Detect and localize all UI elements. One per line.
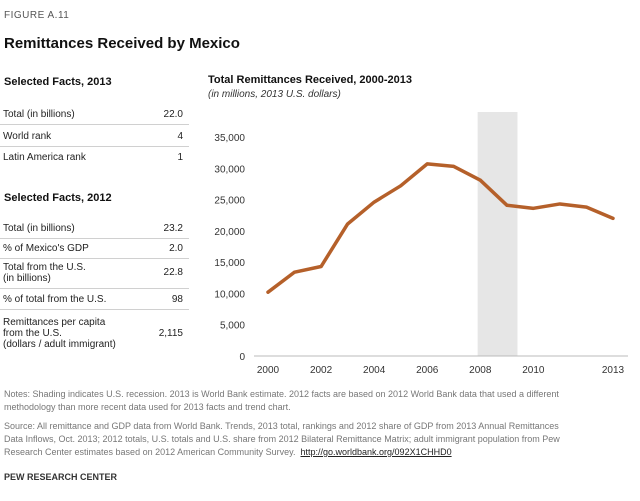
fact-value: 23.2 [163,223,183,234]
source-line: Research Center estimates based on 2012 … [4,446,636,459]
fact-row: World rank 4 [0,124,189,147]
x-tick-label: 2013 [602,365,625,376]
x-tick-label: 2004 [363,365,386,376]
fact-value: 4 [177,131,183,142]
figure-label: FIGURE A.11 [4,10,70,21]
data-point [399,184,403,188]
fact-label: % of Mexico's GDP [3,243,89,254]
fact-label: Total (in billions) [3,109,75,120]
data-point [346,222,350,226]
data-point [584,205,588,209]
fact-label-line: from the U.S. [3,328,62,339]
fact-label-line: (in billions) [3,273,51,284]
facts-2012-heading: Selected Facts, 2012 [4,192,112,204]
data-point [425,162,429,166]
facts-2013-heading: Selected Facts, 2013 [4,76,112,88]
fact-row: % of Mexico's GDP 2.0 [0,238,189,259]
fact-row: Total (in billions) 23.2 [0,214,189,239]
chart-title: Total Remittances Received, 2000-2013 [208,74,413,86]
x-tick-label: 2002 [310,365,333,376]
y-tick-label: 10,000 [214,289,245,300]
data-point [505,203,509,207]
y-tick-label: 35,000 [214,133,245,144]
notes-line: Notes: Shading indicates U.S. recession.… [4,389,559,399]
footer: PEW RESEARCH CENTER [4,472,118,482]
fact-row: Latin America rank 1 [0,146,189,168]
data-point [558,202,562,206]
x-tick-label: 2010 [522,365,545,376]
data-point [478,178,482,182]
fact-label: Remittances per capita from the U.S. (do… [3,317,116,350]
source-line: Source: All remittance and GDP data from… [4,421,559,431]
y-tick-label: 15,000 [214,258,245,269]
data-point [611,216,615,220]
fact-label-line: Total from the U.S. [3,262,86,273]
y-tick-label: 30,000 [214,164,245,175]
y-tick-label: 0 [239,352,245,363]
x-tick-label: 2008 [469,365,492,376]
fact-value: 22.0 [163,109,183,120]
page-title: Remittances Received by Mexico [4,35,240,52]
fact-value: 98 [171,294,183,305]
fact-row: % of total from the U.S. 98 [0,288,189,310]
source-line: Data Inflows, Oct. 2013; 2012 totals, U.… [4,434,560,444]
y-tick-label: 20,000 [214,227,245,238]
data-point [531,206,535,210]
fact-value: 1 [177,152,183,163]
x-tick-label: 2006 [416,365,439,376]
y-tick-label: 5,000 [220,321,245,332]
fact-label: Latin America rank [3,152,86,163]
fact-row: Remittances per capita from the U.S. (do… [0,309,189,353]
fact-label-line: Remittances per capita [3,317,106,328]
fact-label: World rank [3,131,52,142]
data-point [372,200,376,204]
data-point [319,265,323,269]
fact-row: Total from the U.S. (in billions) 22.8 [0,258,189,289]
fact-label: Total from the U.S. (in billions) [3,262,86,284]
fact-value: 2,115 [158,328,183,339]
fact-label: % of total from the U.S. [3,294,107,305]
fact-label-line: (dollars / adult immigrant) [3,339,116,350]
x-tick-label: 2000 [257,365,280,376]
fact-value: 22.8 [163,267,183,278]
source: Source: All remittance and GDP data from… [4,420,636,459]
notes-line: methodology than more recent data used f… [4,402,291,412]
notes: Notes: Shading indicates U.S. recession.… [4,388,636,414]
data-point [452,164,456,168]
y-tick-label: 25,000 [214,196,245,207]
recession-shading [477,112,518,356]
data-point [293,270,297,274]
source-link[interactable]: http://go.worldbank.org/092X1CHHD0 [300,447,452,457]
fact-row: Total (in billions) 22.0 [0,100,189,125]
series-line [266,162,615,294]
fact-value: 2.0 [169,243,183,254]
chart-subtitle: (in millions, 2013 U.S. dollars) [208,89,341,100]
source-text: Research Center estimates based on 2012 … [4,447,296,457]
data-point [266,290,270,294]
fact-label: Total (in billions) [3,223,75,234]
